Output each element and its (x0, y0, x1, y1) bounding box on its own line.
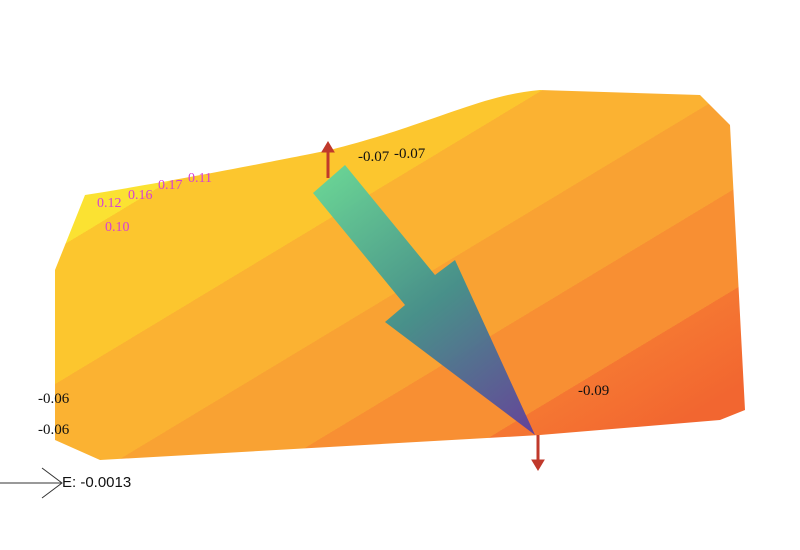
value-label: -0.07 (394, 146, 426, 162)
reaction-down (531, 435, 545, 471)
value-label: -0.06 (38, 391, 70, 407)
value-label: 0.17 (158, 178, 183, 193)
value-label: -0.06 (38, 422, 70, 438)
load-arrow (313, 165, 535, 435)
value-label: 0.10 (105, 220, 130, 235)
value-label: 0.11 (188, 171, 212, 186)
axis-arrow (0, 467, 63, 499)
reaction-up (321, 141, 335, 178)
value-label: 0.16 (128, 188, 153, 203)
value-label: 0.12 (97, 196, 122, 211)
legend: E: -0.0013 (62, 474, 131, 491)
value-label: -0.09 (578, 383, 609, 399)
value-label: -0.07 (358, 149, 390, 165)
